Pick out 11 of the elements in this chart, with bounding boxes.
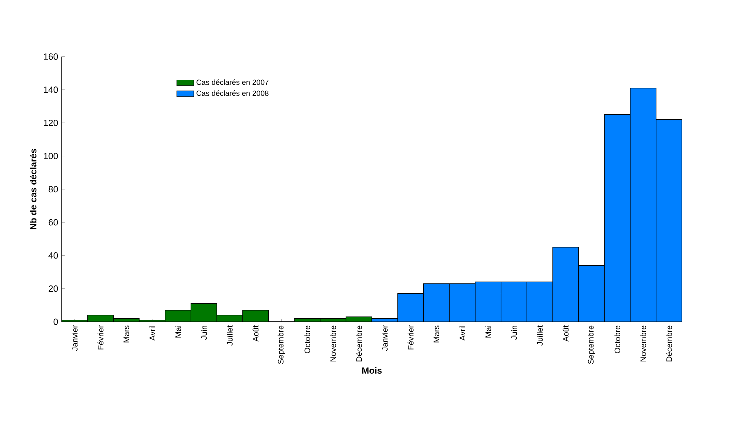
y-tick-label: 120 xyxy=(44,120,58,126)
y-tick-label: 40 xyxy=(48,252,58,259)
y-tick-label: 80 xyxy=(48,186,58,193)
y-tick-label: 20 xyxy=(48,286,58,292)
y-tick-label: 60 xyxy=(48,219,58,226)
y-tick-label: 100 xyxy=(44,153,58,160)
y-axis-title: Nb de cas déclarés xyxy=(30,149,37,230)
y-tick-label: 0 xyxy=(54,318,58,326)
y-tick-label: 140 xyxy=(44,86,58,94)
x-axis-title: Mois xyxy=(362,367,382,374)
y-tick-label: 160 xyxy=(44,54,58,60)
